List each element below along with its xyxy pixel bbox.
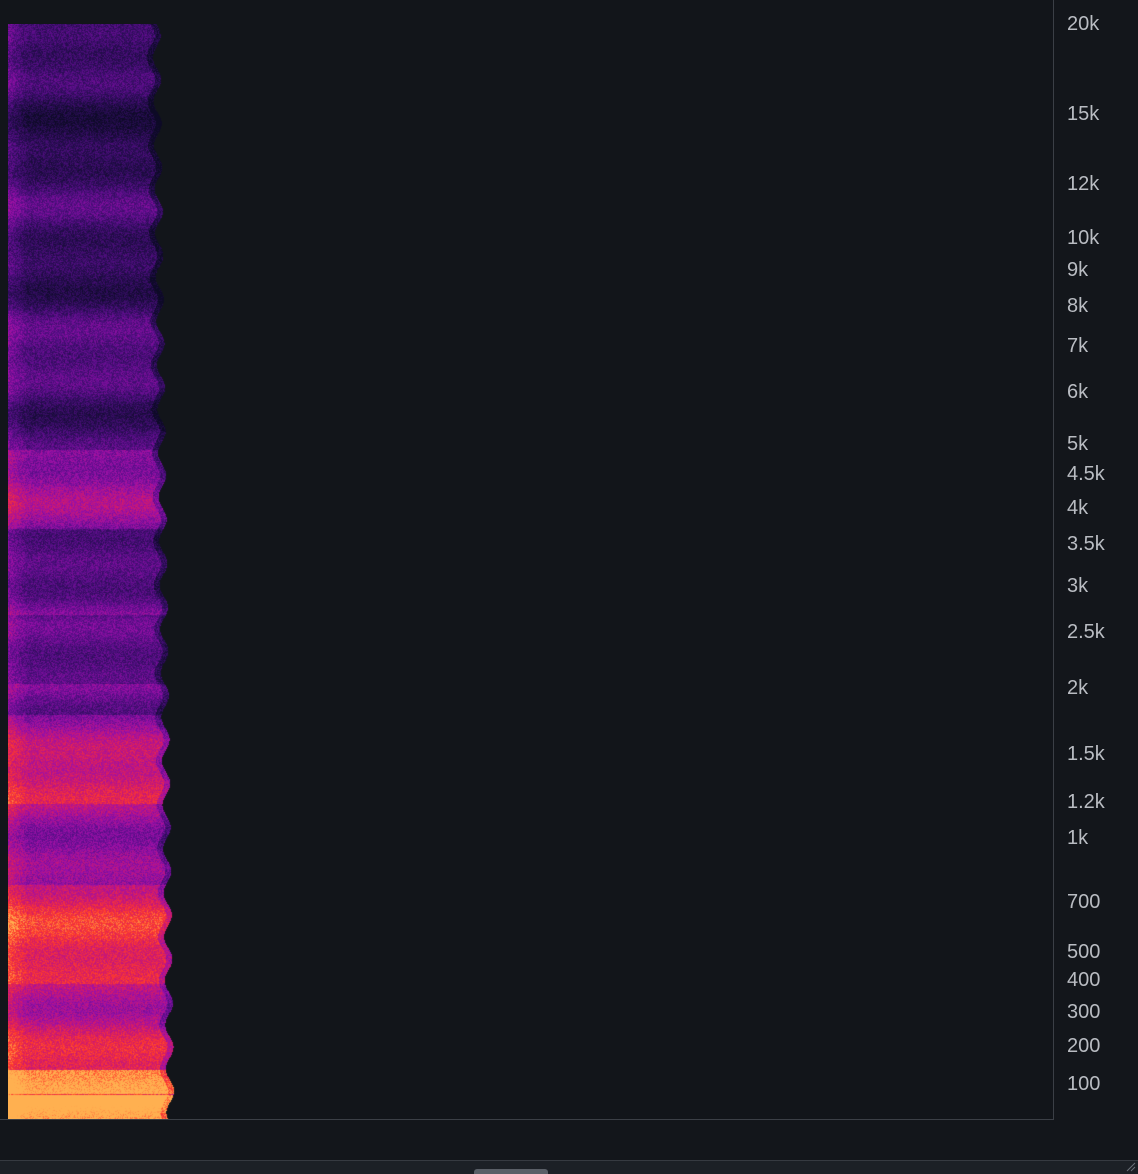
frequency-tick-label: 4k (1067, 497, 1089, 519)
frequency-tick-label: 4.5k (1067, 463, 1105, 485)
frequency-tick-label: 15k (1067, 103, 1100, 125)
frequency-tick-label: 12k (1067, 173, 1100, 195)
frequency-axis: 20k 15k 12k 10k 9k 8k 7k 6k 5k 4.5k 4k 3… (1055, 0, 1138, 1120)
frequency-tick-label: 10k (1067, 227, 1100, 249)
frequency-tick-label: 7k (1067, 335, 1089, 357)
frequency-tick-label: 500 (1067, 941, 1101, 963)
frequency-tick-label: 20k (1067, 13, 1100, 35)
spectrogram-image[interactable] (8, 24, 176, 1119)
frequency-tick-label: 2.5k (1067, 621, 1105, 643)
frequency-tick-label: 400 (1067, 969, 1101, 991)
frequency-tick-label: 9k (1067, 259, 1089, 281)
horizontal-scrollbar[interactable] (0, 1160, 1138, 1174)
frequency-tick-label: 3.5k (1067, 533, 1105, 555)
frequency-tick-label: 1k (1067, 827, 1089, 849)
frequency-tick-label: 1.2k (1067, 791, 1105, 813)
frequency-tick-label: 6k (1067, 381, 1089, 403)
frequency-tick-label: 200 (1067, 1035, 1101, 1057)
frequency-tick-label: 1.5k (1067, 743, 1105, 765)
spectrogram-plot-area[interactable] (0, 0, 1054, 1120)
frequency-tick-label: 2k (1067, 677, 1089, 699)
frequency-tick-label: 700 (1067, 891, 1101, 913)
frequency-tick-label: 8k (1067, 295, 1089, 317)
frequency-tick-label: 100 (1067, 1073, 1101, 1095)
frequency-tick-label: 300 (1067, 1001, 1101, 1023)
frequency-tick-label: 5k (1067, 433, 1089, 455)
frequency-tick-label: 3k (1067, 575, 1089, 597)
resize-grip-icon[interactable] (1124, 1160, 1136, 1172)
scrollbar-thumb[interactable] (474, 1169, 548, 1174)
